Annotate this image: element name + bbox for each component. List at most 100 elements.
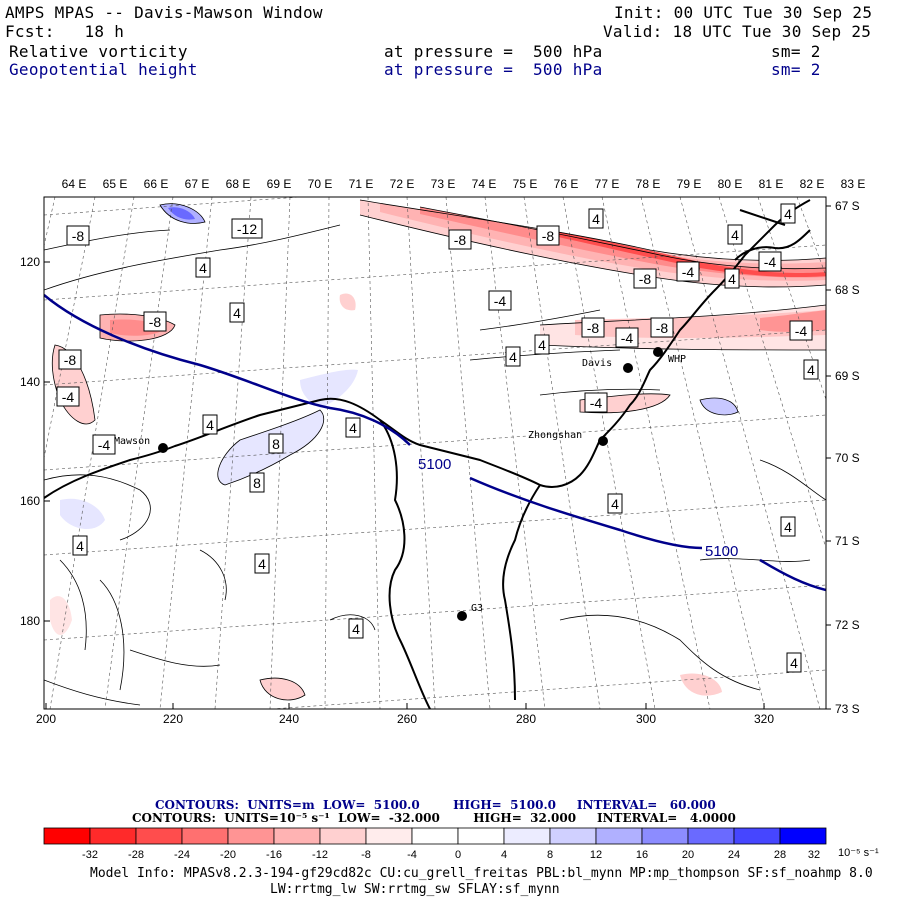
colorbar-swatch xyxy=(89,827,137,845)
lon-label: 83 E xyxy=(841,177,866,191)
station-label: Mawson xyxy=(114,436,150,447)
colorbar-tick-label: 12 xyxy=(590,849,602,861)
colorbar-tick-label: -20 xyxy=(220,849,236,861)
x-label: 200 xyxy=(36,712,56,726)
lon-label: 64 E xyxy=(62,177,87,191)
station-label: G3 xyxy=(471,603,483,614)
colorbar-swatch xyxy=(273,827,321,845)
vorticity-label: -4 xyxy=(682,264,695,280)
lon-label: 70 E xyxy=(308,177,333,191)
vorticity-label: 8 xyxy=(272,436,280,452)
vorticity-labels: -8 -12 -8 -8 4 4 4 4 -8 -4 4 -4 4 -4 -8 -8 -4 -8 -4 -8 4 4 4 -4… xyxy=(56,203,819,673)
lon-label: 74 E xyxy=(472,177,497,191)
vorticity-label: -8 xyxy=(639,271,652,287)
stations: Mawson Davis WHP Zhongshan G3 xyxy=(114,347,686,621)
station-marker xyxy=(653,347,663,357)
colorbar-tick-label: -4 xyxy=(407,849,417,861)
field2-smoothing: sm= 2 xyxy=(771,60,821,79)
colorbar-units: 10⁻⁵ s⁻¹ xyxy=(838,847,879,859)
vorticity-label: 4 xyxy=(258,556,266,572)
lat-label: 67 S xyxy=(835,199,860,213)
colorbar-tick-label: -28 xyxy=(128,849,144,861)
colorbar-tick-label: -16 xyxy=(266,849,282,861)
colorbar-tick-label: 24 xyxy=(728,849,740,861)
x-label: 280 xyxy=(516,712,536,726)
lon-label: 66 E xyxy=(144,177,169,191)
vorticity-label: 4 xyxy=(592,211,600,227)
vorticity-label: -4 xyxy=(590,395,603,411)
field1-level: at pressure = 500 hPa xyxy=(384,42,603,61)
vorticity-label: -8 xyxy=(149,314,162,330)
station-label: Davis xyxy=(582,358,612,369)
colorbar-tick-label: -32 xyxy=(82,849,98,861)
lat-label: 71 S xyxy=(835,534,860,548)
lon-label: 76 E xyxy=(554,177,579,191)
vorticity-label: -8 xyxy=(587,320,600,336)
vorticity-label: 4 xyxy=(784,519,792,535)
colorbar-swatch xyxy=(319,827,367,845)
colorbar-swatch xyxy=(135,827,183,845)
colorbar-tick-label: 4 xyxy=(501,849,507,861)
station-label: Zhongshan xyxy=(528,430,582,441)
colorbar-tick-label: -8 xyxy=(361,849,371,861)
field2-level: at pressure = 500 hPa xyxy=(384,60,603,79)
vorticity-label: 4 xyxy=(728,271,736,287)
vorticity-label: -4 xyxy=(795,323,808,339)
colorbar-tick-label: 28 xyxy=(774,849,786,861)
graticule xyxy=(44,197,826,709)
model-info-line2: LW:rrtmg_lw SW:rrtmg_sw SFLAY:sf_mynn xyxy=(270,882,560,897)
vorticity-label: 4 xyxy=(790,655,798,671)
field1-name: Relative vorticity xyxy=(9,42,188,61)
lat-label: 69 S xyxy=(835,369,860,383)
plot-frame xyxy=(43,196,827,710)
vorticity-contour-info: CONTOURS: UNITS=10⁻⁵ s⁻¹ LOW= -32.000 HI… xyxy=(132,811,736,825)
axis-ticks xyxy=(44,205,831,710)
colorbar-swatch xyxy=(227,827,275,845)
valid-time: Valid: 18 UTC Tue 30 Sep 25 xyxy=(603,22,872,41)
colorbar-tick-label: -12 xyxy=(312,849,328,861)
colorbar-swatch xyxy=(503,827,551,845)
vorticity-label: 4 xyxy=(233,305,241,321)
lon-label: 72 E xyxy=(390,177,415,191)
colorbar-swatch xyxy=(687,827,735,845)
colorbar-swatch xyxy=(779,827,827,845)
vorticity-label: 8 xyxy=(253,475,261,491)
x-label: 240 xyxy=(279,712,299,726)
lon-label: 73 E xyxy=(431,177,456,191)
height-label-2: 5100 xyxy=(705,543,738,560)
colorbar: -32 -28 -24 -20 -16 -12 -8 -4 0 4 8 12 16 20 24 28 32 10⁻… xyxy=(43,827,879,861)
vorticity-label: 4 xyxy=(76,538,84,554)
vorticity-label: 4 xyxy=(538,337,546,353)
colorbar-swatch xyxy=(457,827,505,845)
colorbar-tick-label: 32 xyxy=(808,849,820,861)
forecast-hour: Fcst: 18 h xyxy=(5,22,125,41)
colorbar-tick-label: 0 xyxy=(455,849,461,861)
lon-label: 71 E xyxy=(349,177,374,191)
colorbar-swatch xyxy=(181,827,229,845)
vorticity-label: 4 xyxy=(349,420,357,436)
vorticity-label: 4 xyxy=(199,260,207,276)
height-label-1: 5100 xyxy=(418,456,451,473)
vorticity-shading xyxy=(50,200,826,700)
vorticity-label: -8 xyxy=(454,232,467,248)
colorbar-swatch xyxy=(733,827,781,845)
colorbar-tick-label: -24 xyxy=(174,849,190,861)
colorbar-swatch xyxy=(411,827,459,845)
x-label: 220 xyxy=(163,712,183,726)
lat-label: 73 S xyxy=(835,702,860,716)
x-label: 320 xyxy=(754,712,774,726)
colorbar-tick-label: 20 xyxy=(682,849,694,861)
y-label: 120 xyxy=(20,255,40,269)
lon-label: 65 E xyxy=(103,177,128,191)
vorticity-label: 4 xyxy=(206,417,214,433)
colorbar-tick-label: 16 xyxy=(636,849,648,861)
lat-label: 72 S xyxy=(835,618,860,632)
lon-label: 80 E xyxy=(718,177,743,191)
vorticity-label: -4 xyxy=(62,389,75,405)
lon-label: 79 E xyxy=(677,177,702,191)
colorbar-swatch xyxy=(595,827,643,845)
vorticity-label: -12 xyxy=(237,221,257,237)
colorbar-swatch xyxy=(549,827,597,845)
vorticity-label: -8 xyxy=(72,228,85,244)
vorticity-contours xyxy=(44,199,826,706)
